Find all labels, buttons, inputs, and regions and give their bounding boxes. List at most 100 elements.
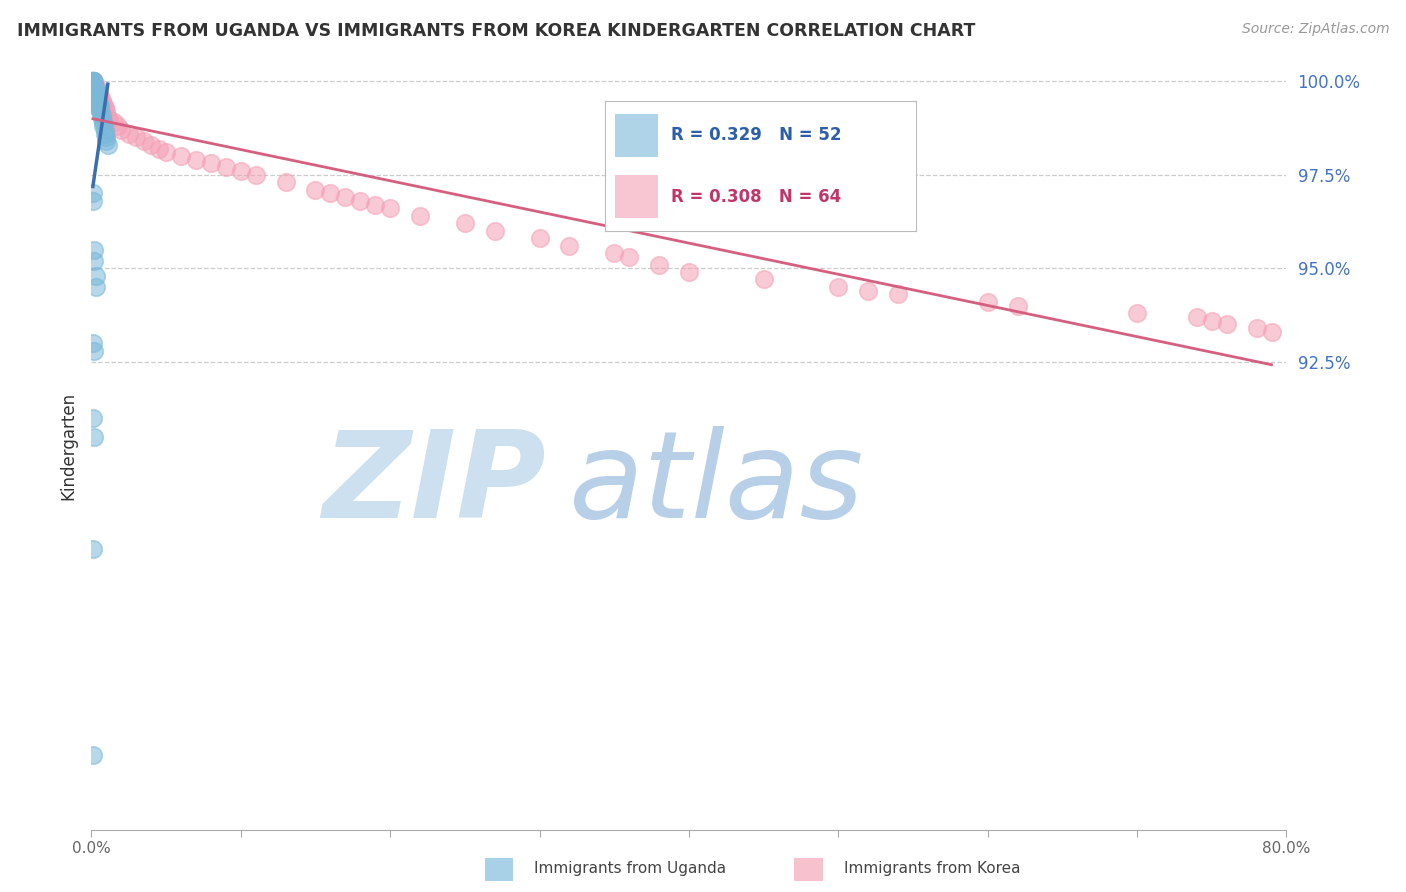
Point [83,78,105,92]
Point [603,246,626,260]
Point [86,89,108,103]
Point [83,81,105,95]
Point [118,127,141,141]
Point [752,272,775,286]
Point [82,74,104,88]
Point [319,186,342,201]
Point [82,336,104,351]
Point [84,280,107,294]
Point [94,127,117,141]
Point [90,112,112,126]
Point [82,186,104,201]
Point [107,119,129,133]
Point [87,96,110,111]
Point [90,108,112,122]
Point [83,74,105,88]
Point [349,194,371,208]
Point [335,190,357,204]
Point [96,108,118,122]
Point [90,93,112,107]
Point [558,239,581,253]
Point [132,134,155,148]
Point [380,202,402,216]
Point [86,86,108,100]
Point [96,130,118,145]
Point [87,89,110,103]
Point [229,164,252,178]
Point [86,93,108,107]
Point [82,74,104,88]
Point [96,134,118,148]
Point [82,78,104,92]
Point [82,74,104,88]
Point [94,123,117,137]
Point [245,168,267,182]
Point [148,141,170,155]
Point [155,145,177,160]
Point [82,74,104,88]
Text: IMMIGRANTS FROM UGANDA VS IMMIGRANTS FROM KOREA KINDERGARTEN CORRELATION CHART: IMMIGRANTS FROM UGANDA VS IMMIGRANTS FRO… [17,22,976,40]
Point [184,153,207,167]
Point [304,183,326,197]
Point [1126,306,1149,320]
Point [84,86,107,100]
Point [84,86,107,100]
Point [141,137,163,152]
Point [84,81,107,95]
Point [97,112,120,126]
Point [82,78,104,92]
Point [83,78,105,92]
Point [84,268,107,283]
Point [82,541,104,556]
Point [887,287,910,301]
Point [89,100,111,114]
Text: Source: ZipAtlas.com: Source: ZipAtlas.com [1241,22,1389,37]
Point [82,74,104,88]
Point [170,149,193,163]
Point [84,86,107,100]
Text: Immigrants from Uganda: Immigrants from Uganda [534,861,727,876]
Point [82,74,104,88]
Point [200,156,222,170]
Y-axis label: Kindergarten: Kindergarten [59,392,77,500]
Point [94,100,117,114]
Point [83,81,105,95]
Point [125,130,148,145]
Point [89,89,111,103]
Point [274,175,297,189]
Point [103,115,125,129]
Point [86,81,108,95]
Point [83,243,105,257]
Point [976,294,998,309]
Point [678,265,700,279]
Text: atlas: atlas [569,425,865,543]
Point [93,115,115,129]
Point [87,96,110,111]
Point [84,81,107,95]
Point [87,86,110,100]
Point [619,250,641,264]
Point [83,343,105,358]
Point [82,411,104,425]
Point [409,209,432,223]
Point [484,224,506,238]
Point [1185,310,1208,324]
Point [97,137,120,152]
Point [1007,299,1029,313]
Point [82,747,104,762]
Point [1216,318,1239,332]
Point [1260,325,1282,339]
Text: Immigrants from Korea: Immigrants from Korea [844,861,1021,876]
Point [858,284,880,298]
Point [827,280,849,294]
Point [83,78,105,92]
Point [82,74,104,88]
Point [215,160,238,174]
Point [364,197,387,211]
Point [89,104,111,119]
Point [84,89,107,103]
Point [93,119,115,133]
Point [529,231,551,245]
Point [86,93,108,107]
Point [82,194,104,208]
